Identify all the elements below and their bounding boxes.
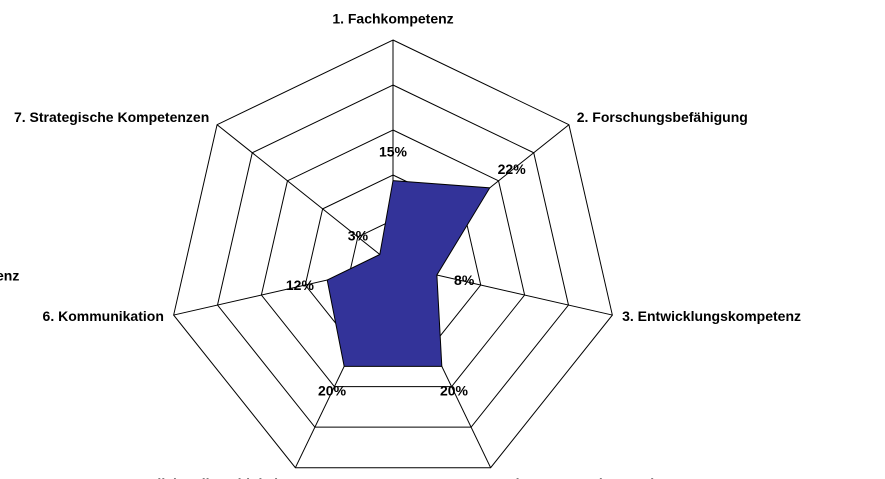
axis-spoke bbox=[216, 124, 394, 266]
data-area bbox=[326, 180, 491, 367]
category-label: 3. Entwicklungskompetenz bbox=[622, 308, 801, 324]
data-label: 3% bbox=[348, 228, 369, 244]
category-label: 2. Forschungsbefähigung bbox=[577, 109, 748, 125]
grid-ring bbox=[173, 39, 613, 469]
data-label: 20% bbox=[318, 382, 347, 398]
data-label: 8% bbox=[454, 272, 475, 288]
data-label: 15% bbox=[379, 143, 408, 159]
category-label: 4. Wiss. Herangehensweise bbox=[487, 475, 670, 479]
category-label: 1. Fachkompetenz bbox=[332, 11, 453, 27]
category-label: 5. Intellektuelle Fähigkeiten bbox=[117, 475, 299, 479]
category-label: 7. Strategische Kompetenzen bbox=[14, 109, 209, 125]
data-label: 20% bbox=[440, 382, 469, 398]
annotation: enz bbox=[0, 268, 19, 284]
data-label: 12% bbox=[286, 277, 315, 293]
grid-ring bbox=[216, 84, 570, 428]
category-label: 6. Kommunikation bbox=[43, 308, 164, 324]
data-label: 22% bbox=[498, 161, 527, 177]
grid-ring bbox=[260, 129, 526, 388]
